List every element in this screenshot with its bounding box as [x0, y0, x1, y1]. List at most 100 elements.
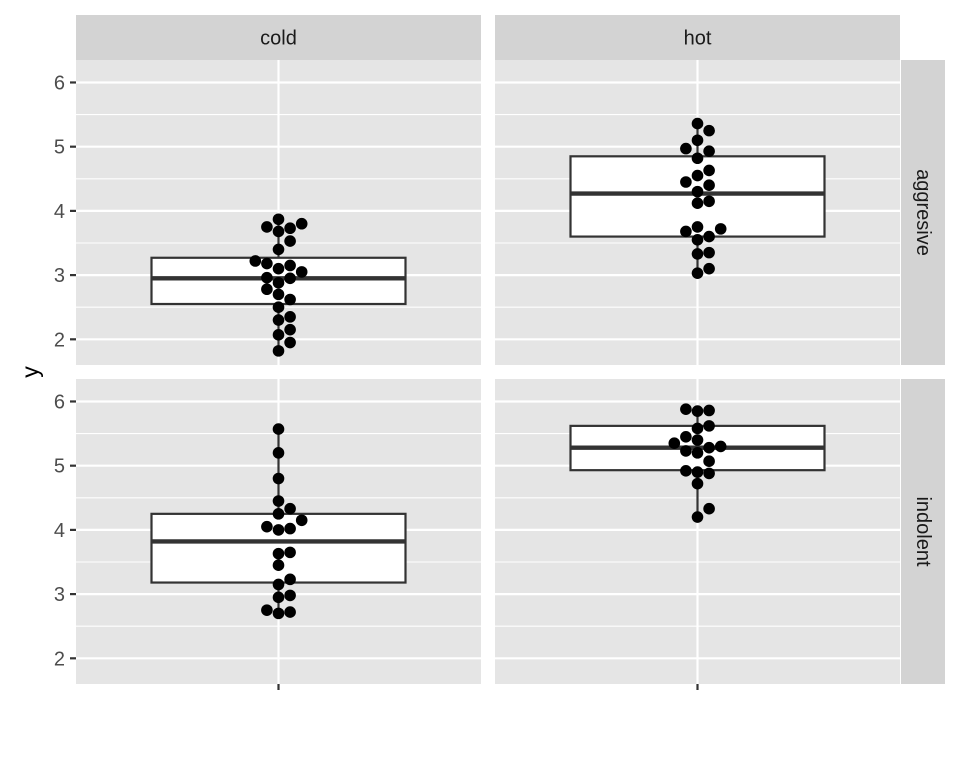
data-point [691, 248, 704, 260]
data-point [284, 272, 296, 285]
data-point [680, 225, 692, 238]
data-point [703, 467, 715, 480]
data-point [284, 311, 296, 323]
data-point [691, 422, 704, 435]
data-point [272, 472, 285, 485]
data-point [272, 301, 285, 314]
data-point [272, 447, 285, 459]
data-point [272, 329, 285, 341]
y-tick-label: 4 [54, 201, 65, 223]
data-point [284, 589, 296, 602]
data-point [272, 288, 285, 301]
data-point [272, 277, 285, 289]
data-point [272, 243, 285, 256]
data-point [680, 430, 692, 443]
data-point [680, 176, 692, 188]
data-point [703, 441, 715, 454]
data-point [703, 404, 715, 417]
data-point [284, 323, 296, 336]
data-point [272, 524, 285, 536]
data-point [284, 336, 296, 349]
data-point [691, 477, 704, 490]
data-point [261, 257, 273, 270]
data-point [272, 578, 285, 591]
data-point [284, 222, 296, 235]
y-tick-label: 5 [54, 456, 65, 478]
data-point [284, 502, 296, 515]
data-point [691, 233, 704, 246]
data-point [691, 117, 704, 130]
data-point [272, 508, 285, 520]
data-point [272, 559, 285, 572]
data-point [272, 495, 285, 507]
data-point [703, 246, 715, 259]
data-point [284, 293, 296, 306]
data-point [261, 283, 273, 296]
data-point [691, 221, 704, 233]
data-point [284, 522, 296, 535]
facet-strip-col-hot [495, 15, 900, 60]
data-point [284, 546, 296, 559]
data-point [691, 169, 704, 182]
y-axis-title: y [17, 366, 43, 378]
facet-label-aggresive: aggresive [912, 169, 934, 256]
data-point [691, 405, 704, 417]
data-point [272, 262, 285, 275]
data-point [272, 547, 285, 560]
data-point [703, 164, 715, 177]
panel-hot-aggresive [495, 60, 900, 365]
facet-label-indolent: indolent [912, 496, 934, 567]
data-point [703, 124, 715, 137]
y-tick-label: 3 [54, 265, 65, 287]
data-point [691, 134, 704, 147]
y-tick-label: 4 [54, 520, 65, 542]
data-point [691, 185, 704, 198]
y-tick-label: 2 [54, 648, 65, 670]
data-point [714, 223, 727, 235]
data-point [691, 447, 704, 459]
data-point [284, 259, 296, 272]
data-point [249, 255, 262, 267]
data-point [680, 445, 692, 457]
y-tick-label: 2 [54, 329, 65, 351]
plot-area: cold hot aggresive indolent 2 3 4 5 6 2 3 4 5 6 [54, 15, 945, 690]
facet-strip-col-cold [76, 15, 481, 60]
data-point [261, 604, 273, 616]
panel-cold-indolent [70, 379, 481, 690]
data-point [691, 197, 704, 209]
data-point [703, 195, 715, 208]
data-point [691, 466, 704, 478]
data-point [703, 502, 715, 515]
data-point [295, 514, 308, 527]
data-point [703, 179, 715, 192]
data-point [680, 403, 692, 415]
data-point [272, 314, 285, 326]
data-point [668, 437, 681, 450]
data-point [272, 607, 285, 620]
data-point [691, 152, 704, 165]
data-point [272, 213, 285, 226]
data-point [261, 221, 273, 233]
data-point [703, 262, 715, 275]
data-point [703, 420, 715, 432]
facet-strip-row-aggresive [901, 60, 945, 365]
y-tick-label: 5 [54, 137, 65, 159]
data-point [261, 520, 273, 533]
panel-cold-aggresive [70, 60, 481, 365]
data-point [295, 217, 308, 230]
data-point [284, 235, 296, 247]
data-point [703, 230, 715, 243]
data-point [272, 225, 285, 238]
data-point [680, 142, 692, 155]
data-point [272, 345, 285, 357]
data-point [272, 423, 285, 435]
data-point [703, 145, 715, 157]
data-point [284, 573, 296, 586]
facet-label-hot: hot [684, 28, 712, 50]
data-point [691, 511, 704, 523]
panel-hot-indolent [495, 379, 900, 690]
facet-label-cold: cold [260, 28, 297, 50]
data-point [295, 266, 308, 278]
y-tick-label: 3 [54, 584, 65, 606]
